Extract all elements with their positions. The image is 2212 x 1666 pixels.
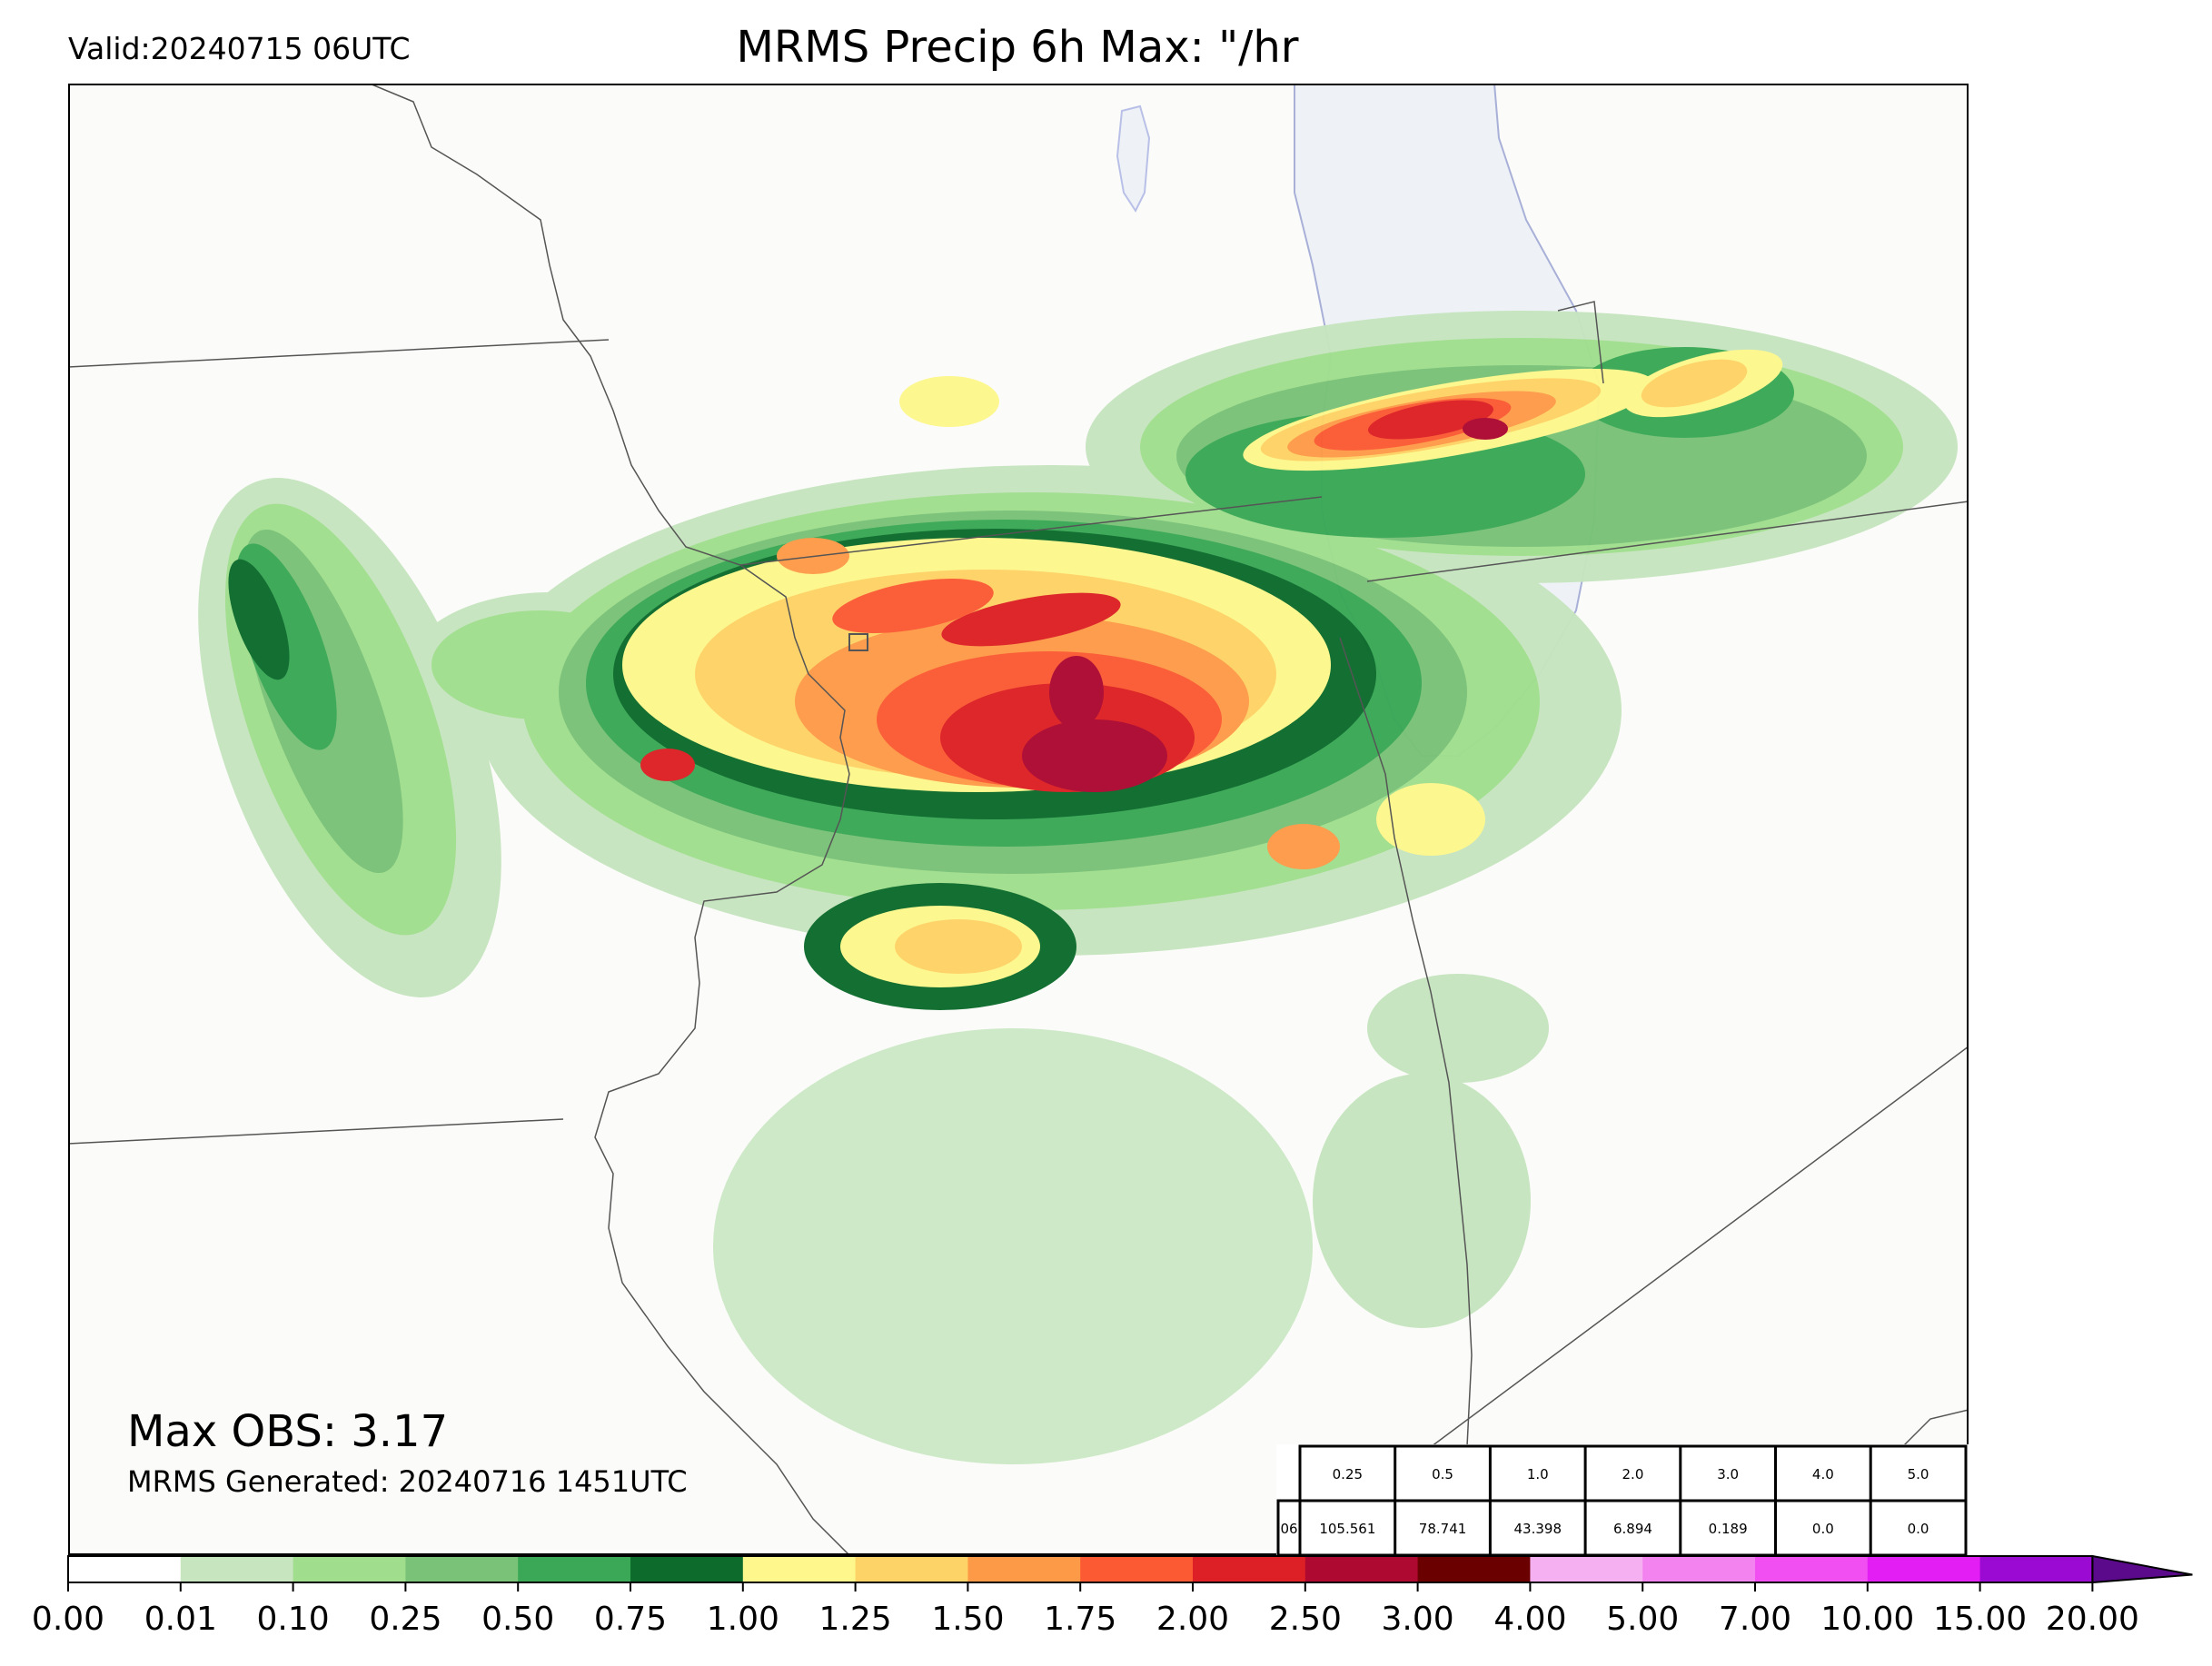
generated-label: MRMS Generated: 20240716 1451UTC [127,1464,688,1499]
table-header-cell: 0.25 [1333,1466,1363,1483]
state-borders [68,84,1969,1555]
colorbar-segment [1979,1556,2093,1582]
map-title: MRMS Precip 6h Max: "/hr [736,22,1299,73]
colorbar-segment [293,1556,406,1582]
colorbar-tick-label: 15.00 [1933,1601,2028,1638]
colorbar-tick-label: 1.50 [931,1601,1005,1638]
table-value-cell: 6.894 [1613,1521,1652,1537]
max-obs-label: Max OBS: 3.17 [127,1406,449,1457]
colorbar-tick-label: 5.00 [1606,1601,1680,1638]
colorbar-segment [405,1556,519,1582]
colorbar-segment [1867,1556,1981,1582]
precip-field [198,311,1958,1464]
colorbar-tick-label: 20.00 [2045,1601,2139,1638]
colorbar-tick-label: 2.00 [1156,1601,1230,1638]
colorbar-tick-label: 7.00 [1718,1601,1792,1638]
table-header-cell: 1.0 [1527,1466,1549,1483]
table-header-cell: 3.0 [1717,1466,1739,1483]
colorbar-segment [1642,1556,1756,1582]
colorbar-tick-label: 1.25 [818,1601,892,1638]
table-value-cell: 0.189 [1709,1521,1748,1537]
colorbar-tick-label: 4.00 [1493,1601,1567,1638]
colorbar-segment [180,1556,294,1582]
colorbar-segment [855,1556,968,1582]
threshold-table: 06 0.25 105.561 0.5 78.741 1.0 43.398 2.0 6.894… [1276,1444,1969,1558]
colorbar-tick-label: 0.75 [593,1601,668,1638]
colorbar-tick-label: 0.50 [481,1601,555,1638]
table-value-cell: 0.0 [1908,1521,1929,1537]
map-frame [68,84,1969,1555]
colorbar-tick-label: 0.01 [144,1601,217,1638]
colorbar-segment [967,1556,1081,1582]
colorbar-tick-label: 10.00 [1820,1601,1915,1638]
colorbar-segment [1755,1556,1869,1582]
table-header-cell: 2.0 [1622,1466,1644,1483]
colorbar-tick-label: 0.00 [31,1601,105,1638]
colorbar-segment [1193,1556,1306,1582]
table-row-label: 06 [1280,1521,1297,1537]
colorbar-segment [1080,1556,1194,1582]
table-value-cell: 43.398 [1514,1521,1562,1537]
colorbar-tick-label: 0.25 [369,1601,442,1638]
colorbar-tick-label: 3.00 [1381,1601,1454,1638]
colorbar-segment [742,1556,857,1582]
colorbar-segment [1530,1556,1643,1582]
table-value-cell: 105.561 [1319,1521,1375,1537]
colorbar-segment [1417,1556,1531,1582]
valid-time-label: Valid:20240715 06UTC [68,31,411,66]
colorbar-segment [630,1556,744,1582]
lake-winnebago [1116,104,1151,213]
colorbar [67,1554,2193,1592]
colorbar-extend-arrow [2091,1554,2193,1584]
table-header-cell: 5.0 [1908,1466,1929,1483]
precip-map [68,84,1969,1555]
colorbar-tick-label: 1.00 [706,1601,779,1638]
colorbar-tick-label: 2.50 [1268,1601,1342,1638]
colorbar-segment [68,1556,182,1582]
colorbar-segment [1304,1556,1419,1582]
table-value-cell: 78.741 [1419,1521,1467,1537]
colorbar-segment [518,1556,631,1582]
table-value-cell: 0.0 [1812,1521,1834,1537]
table-header-cell: 4.0 [1812,1466,1834,1483]
colorbar-tick-label: 1.75 [1044,1601,1117,1638]
table-header-cell: 0.5 [1432,1466,1453,1483]
colorbar-tick-label: 0.10 [256,1601,330,1638]
